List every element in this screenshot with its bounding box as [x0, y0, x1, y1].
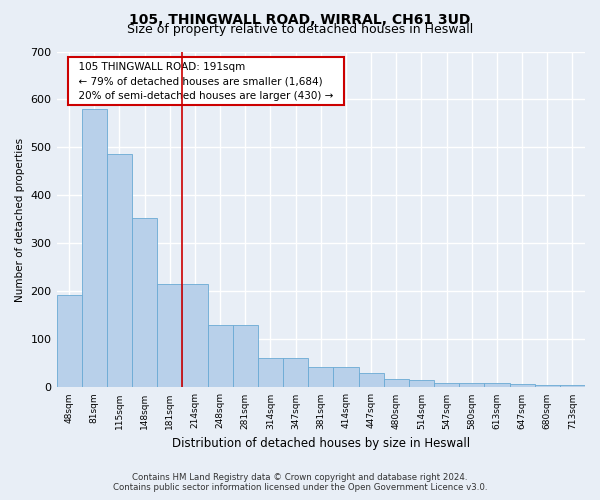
Text: Size of property relative to detached houses in Heswall: Size of property relative to detached ho…: [127, 22, 473, 36]
Bar: [334, 368, 359, 388]
Bar: [182, 284, 208, 388]
Text: 105, THINGWALL ROAD, WIRRAL, CH61 3UD: 105, THINGWALL ROAD, WIRRAL, CH61 3UD: [130, 12, 470, 26]
Text: 105 THINGWALL ROAD: 191sqm  
  ← 79% of detached houses are smaller (1,684)  
  : 105 THINGWALL ROAD: 191sqm ← 79% of deta…: [73, 62, 340, 101]
Bar: [359, 373, 383, 388]
Bar: [409, 380, 434, 388]
Bar: [383, 379, 409, 388]
Text: Contains HM Land Registry data © Crown copyright and database right 2024.
Contai: Contains HM Land Registry data © Crown c…: [113, 473, 487, 492]
Bar: [208, 325, 233, 388]
Bar: [308, 368, 334, 388]
Bar: [535, 385, 560, 388]
Bar: [434, 382, 459, 388]
Bar: [509, 384, 535, 388]
Bar: [484, 382, 509, 388]
Bar: [233, 325, 258, 388]
Bar: [157, 284, 182, 388]
Bar: [82, 109, 107, 388]
X-axis label: Distribution of detached houses by size in Heswall: Distribution of detached houses by size …: [172, 437, 470, 450]
Bar: [56, 296, 82, 388]
Y-axis label: Number of detached properties: Number of detached properties: [15, 138, 25, 302]
Bar: [107, 154, 132, 388]
Bar: [459, 382, 484, 388]
Bar: [258, 358, 283, 388]
Bar: [132, 218, 157, 388]
Bar: [283, 358, 308, 388]
Bar: [560, 385, 585, 388]
